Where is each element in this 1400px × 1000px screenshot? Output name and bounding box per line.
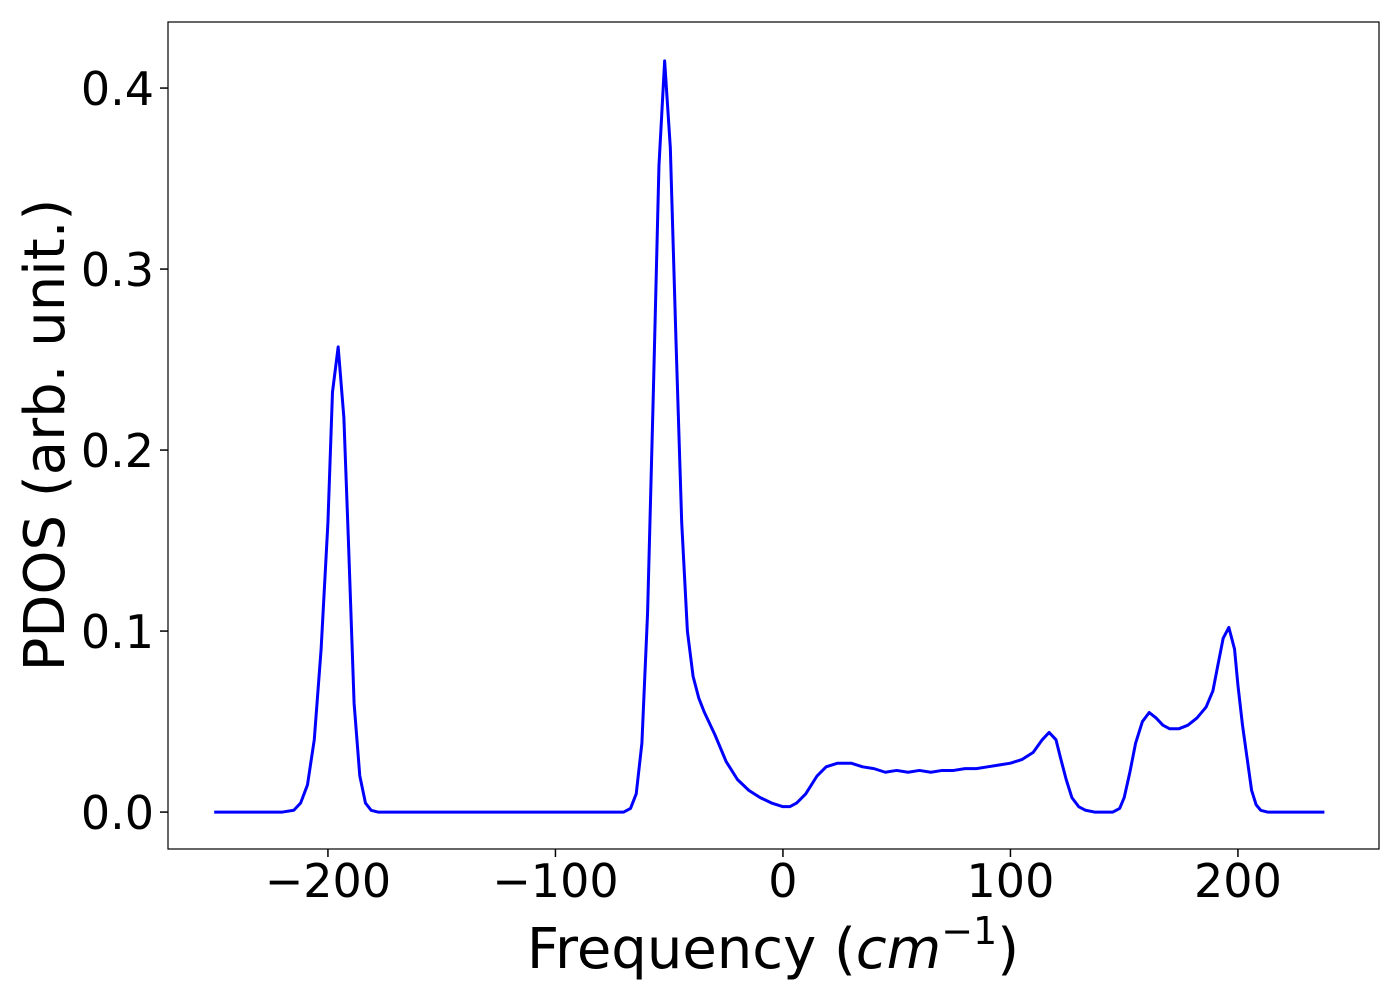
x-axis-label-text: Frequency ( — [527, 917, 856, 982]
x-axis-label-close: ) — [997, 917, 1019, 982]
x-axis-label-exponent: −1 — [941, 909, 997, 953]
x-tick-label: 100 — [967, 854, 1055, 908]
x-tick-label: −200 — [265, 854, 391, 908]
axes-frame — [167, 21, 1380, 850]
x-tick-label: 200 — [1194, 854, 1282, 908]
y-tick-label: 0.3 — [81, 243, 154, 297]
x-tick-label: 0 — [768, 854, 797, 908]
y-tick-label: 0.4 — [81, 62, 154, 116]
x-tick-label: −100 — [492, 854, 618, 908]
y-axis-label: PDOS (arb. unit.) — [13, 199, 78, 672]
y-tick-label: 0.0 — [81, 786, 154, 840]
data-line — [214, 59, 1325, 814]
y-tick-label: 0.1 — [81, 605, 154, 659]
x-axis-label-unit: cm — [856, 917, 941, 982]
x-axis-label: Frequency (cm−1) — [527, 909, 1019, 982]
y-tick-label: 0.2 — [81, 424, 154, 478]
